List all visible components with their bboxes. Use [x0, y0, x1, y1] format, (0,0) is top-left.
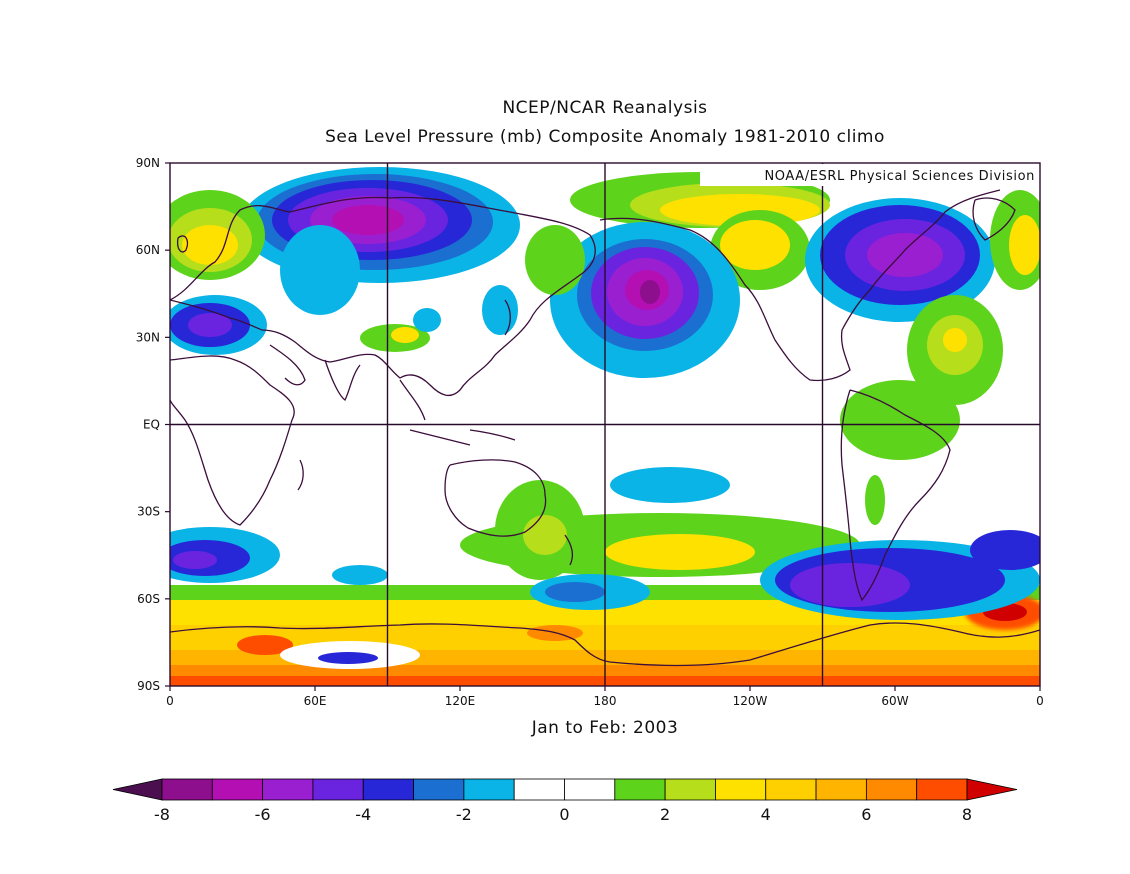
colorbar-swatch: [865, 778, 918, 801]
colorbar-label: 4: [761, 805, 771, 824]
lat-tick-label: 90N: [136, 156, 160, 170]
lon-tick-label: 120W: [733, 694, 768, 708]
period-label: Jan to Feb: 2003: [531, 718, 679, 738]
lon-tick-label: 60W: [881, 694, 908, 708]
colorbar-swatch: [614, 778, 666, 801]
colorbar-label: -2: [456, 805, 472, 824]
colorbar-swatch: [463, 778, 515, 801]
latitude-axis: 90N 60N 30N EQ 30S 60S 90S: [136, 156, 170, 693]
lat-tick-label: 30S: [137, 505, 160, 519]
colorbar-swatch: [211, 778, 264, 801]
colorbar-label: 6: [861, 805, 871, 824]
graticule: [170, 163, 1040, 686]
colorbar-max-arrow: [966, 778, 1018, 801]
lat-tick-label: EQ: [143, 418, 160, 432]
chart-title: NCEP/NCAR Reanalysis: [502, 98, 708, 118]
colorbar-label: -4: [355, 805, 371, 824]
colorbar-label: 8: [962, 805, 972, 824]
colorbar-label: 0: [559, 805, 569, 824]
colorbar: -8 -6 -4 -2 0 2 4 6 8: [112, 778, 1018, 824]
chart-subtitle: Sea Level Pressure (mb) Composite Anomal…: [325, 127, 885, 147]
lon-tick-label: 0: [166, 694, 174, 708]
lat-tick-label: 90S: [137, 679, 160, 693]
colorbar-swatch: [312, 778, 364, 801]
colorbar-label: -8: [154, 805, 170, 824]
colorbar-swatch: [715, 778, 767, 801]
colorbar-swatch: [564, 778, 616, 801]
lon-tick-label: 60E: [304, 694, 327, 708]
lat-tick-label: 60N: [136, 243, 160, 257]
colorbar-swatch: [413, 778, 465, 801]
lon-tick-label: 120E: [445, 694, 476, 708]
colorbar-swatch: [262, 778, 314, 801]
longitude-axis: 0 60E 120E 180 120W 60W 0: [166, 686, 1044, 708]
colorbar-label: -6: [255, 805, 271, 824]
colorbar-label: 2: [660, 805, 670, 824]
colorbar-swatch: [815, 778, 867, 801]
colorbar-swatch: [362, 778, 414, 801]
credit-text: NOAA/ESRL Physical Sciences Division: [764, 169, 1035, 184]
coastlines: [170, 189, 1040, 667]
lat-tick-label: 60S: [137, 592, 160, 606]
lat-tick-label: 30N: [136, 330, 160, 344]
colorbar-swatch: [916, 778, 968, 801]
colorbar-min-arrow: [112, 778, 163, 801]
colorbar-swatch: [765, 778, 817, 801]
colorbar-swatch: [161, 778, 213, 801]
colorbar-swatch: [664, 778, 716, 801]
credit-box: [700, 164, 1039, 186]
lon-tick-label: 0: [1036, 694, 1044, 708]
lon-tick-label: 180: [594, 694, 617, 708]
colorbar-swatch: [513, 778, 565, 801]
